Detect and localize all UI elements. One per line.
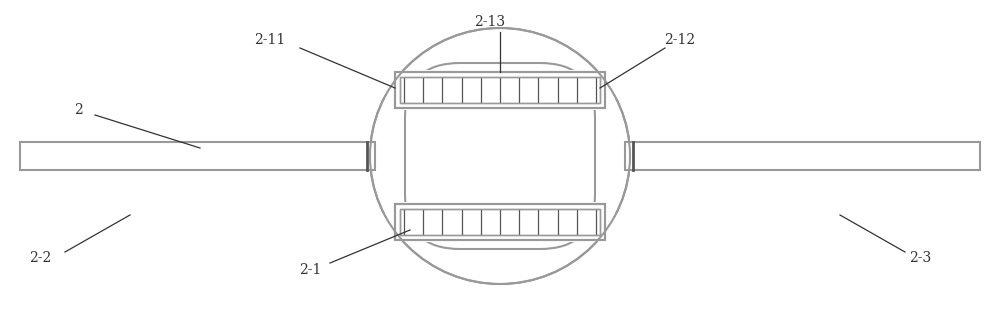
Bar bbox=[385, 202, 615, 242]
Bar bbox=[395, 204, 605, 240]
Bar bbox=[400, 77, 600, 103]
Bar bbox=[615, 138, 985, 174]
Text: 2-11: 2-11 bbox=[254, 33, 286, 47]
Bar bbox=[400, 209, 600, 235]
Bar bbox=[385, 70, 615, 110]
Text: 2-13: 2-13 bbox=[474, 15, 506, 29]
Bar bbox=[400, 77, 600, 103]
Text: 2-3: 2-3 bbox=[909, 251, 931, 265]
Text: 2-2: 2-2 bbox=[29, 251, 51, 265]
Bar bbox=[395, 72, 605, 108]
Bar bbox=[395, 204, 605, 240]
Bar bbox=[400, 209, 600, 235]
FancyBboxPatch shape bbox=[405, 63, 595, 249]
Bar bbox=[395, 72, 605, 108]
Text: 2-1: 2-1 bbox=[299, 263, 321, 277]
Bar bbox=[15, 138, 385, 174]
Text: 2-12: 2-12 bbox=[664, 33, 696, 47]
Bar bbox=[20, 142, 375, 170]
Bar bbox=[625, 142, 980, 170]
Text: 2: 2 bbox=[74, 103, 82, 117]
